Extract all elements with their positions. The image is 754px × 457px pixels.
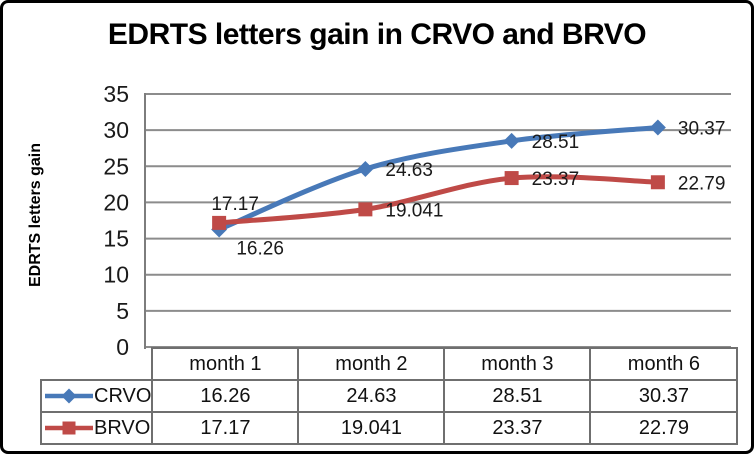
month-header-cell: month 6 [589, 347, 739, 381]
y-tick-label: 25 [103, 153, 129, 179]
crvo-value-cell: 30.37 [589, 379, 739, 413]
crvo-value-cell: 28.51 [443, 379, 592, 413]
brvo-legend-key-icon [45, 421, 93, 435]
crvo-legend-cell: CRVO [39, 379, 154, 413]
brvo-value-cell: 17.17 [151, 411, 300, 445]
crvo-marker-diamond-icon [649, 119, 666, 136]
legend-label: CRVO [94, 384, 152, 407]
y-tick-label: 10 [103, 262, 129, 288]
legend-key-wrap: CRVO [42, 385, 151, 408]
crvo-data-label: 24.63 [385, 160, 433, 181]
y-tick-label: 30 [103, 117, 129, 143]
y-tick-label: 35 [103, 81, 129, 107]
table-corner-spacer [41, 348, 152, 380]
brvo-series-line [216, 174, 661, 226]
brvo-value-cell: 19.041 [297, 411, 446, 445]
brvo-value-cell: 22.79 [589, 411, 739, 445]
brvo-marker-square-icon [504, 171, 519, 186]
y-tick-label: 20 [103, 189, 129, 215]
legend-key-wrap: BRVO [42, 417, 151, 440]
brvo-marker-square-icon [358, 202, 373, 217]
month-header-cell: month 1 [151, 347, 300, 381]
brvo-value-cell: 23.37 [443, 411, 592, 445]
brvo-data-label: 17.17 [211, 194, 259, 215]
brvo-marker-square-icon [212, 215, 227, 230]
brvo-data-label: 23.37 [532, 169, 580, 190]
y-tick-label: 5 [116, 298, 129, 324]
data-table: month 1 month 2 month 3 month 6 CRVO 16.26 24.… [39, 347, 739, 445]
crvo-data-label: 28.51 [532, 132, 580, 153]
chart-title: EDRTS letters gain in CRVO and BRVO [107, 18, 647, 51]
brvo-data-label: 22.79 [678, 173, 726, 194]
brvo-data-label: 19.041 [385, 200, 443, 221]
plot-area: 0 5 10 15 20 25 30 35 16.26 24.63 28.51 30.37 17.17 1… [103, 81, 731, 360]
crvo-series-line [216, 124, 661, 232]
y-tick-label: 0 [116, 334, 129, 360]
brvo-marker-square-icon [650, 175, 665, 190]
crvo-data-label: 16.26 [236, 238, 284, 259]
crvo-marker-diamond-icon [503, 132, 520, 149]
crvo-value-cell: 16.26 [151, 379, 300, 413]
legend-key-marker-icon [61, 388, 77, 404]
y-tick-label: 15 [103, 226, 129, 252]
legend-key-marker-icon [62, 421, 76, 435]
crvo-marker-diamond-icon [357, 160, 374, 177]
month-header-cell: month 3 [443, 347, 592, 381]
crvo-data-label: 30.37 [678, 118, 726, 139]
legend-label: BRVO [94, 416, 151, 439]
crvo-legend-key-icon [45, 388, 93, 404]
brvo-legend-cell: BRVO [39, 411, 154, 445]
crvo-value-cell: 24.63 [297, 379, 446, 413]
month-header-cell: month 2 [297, 347, 446, 381]
